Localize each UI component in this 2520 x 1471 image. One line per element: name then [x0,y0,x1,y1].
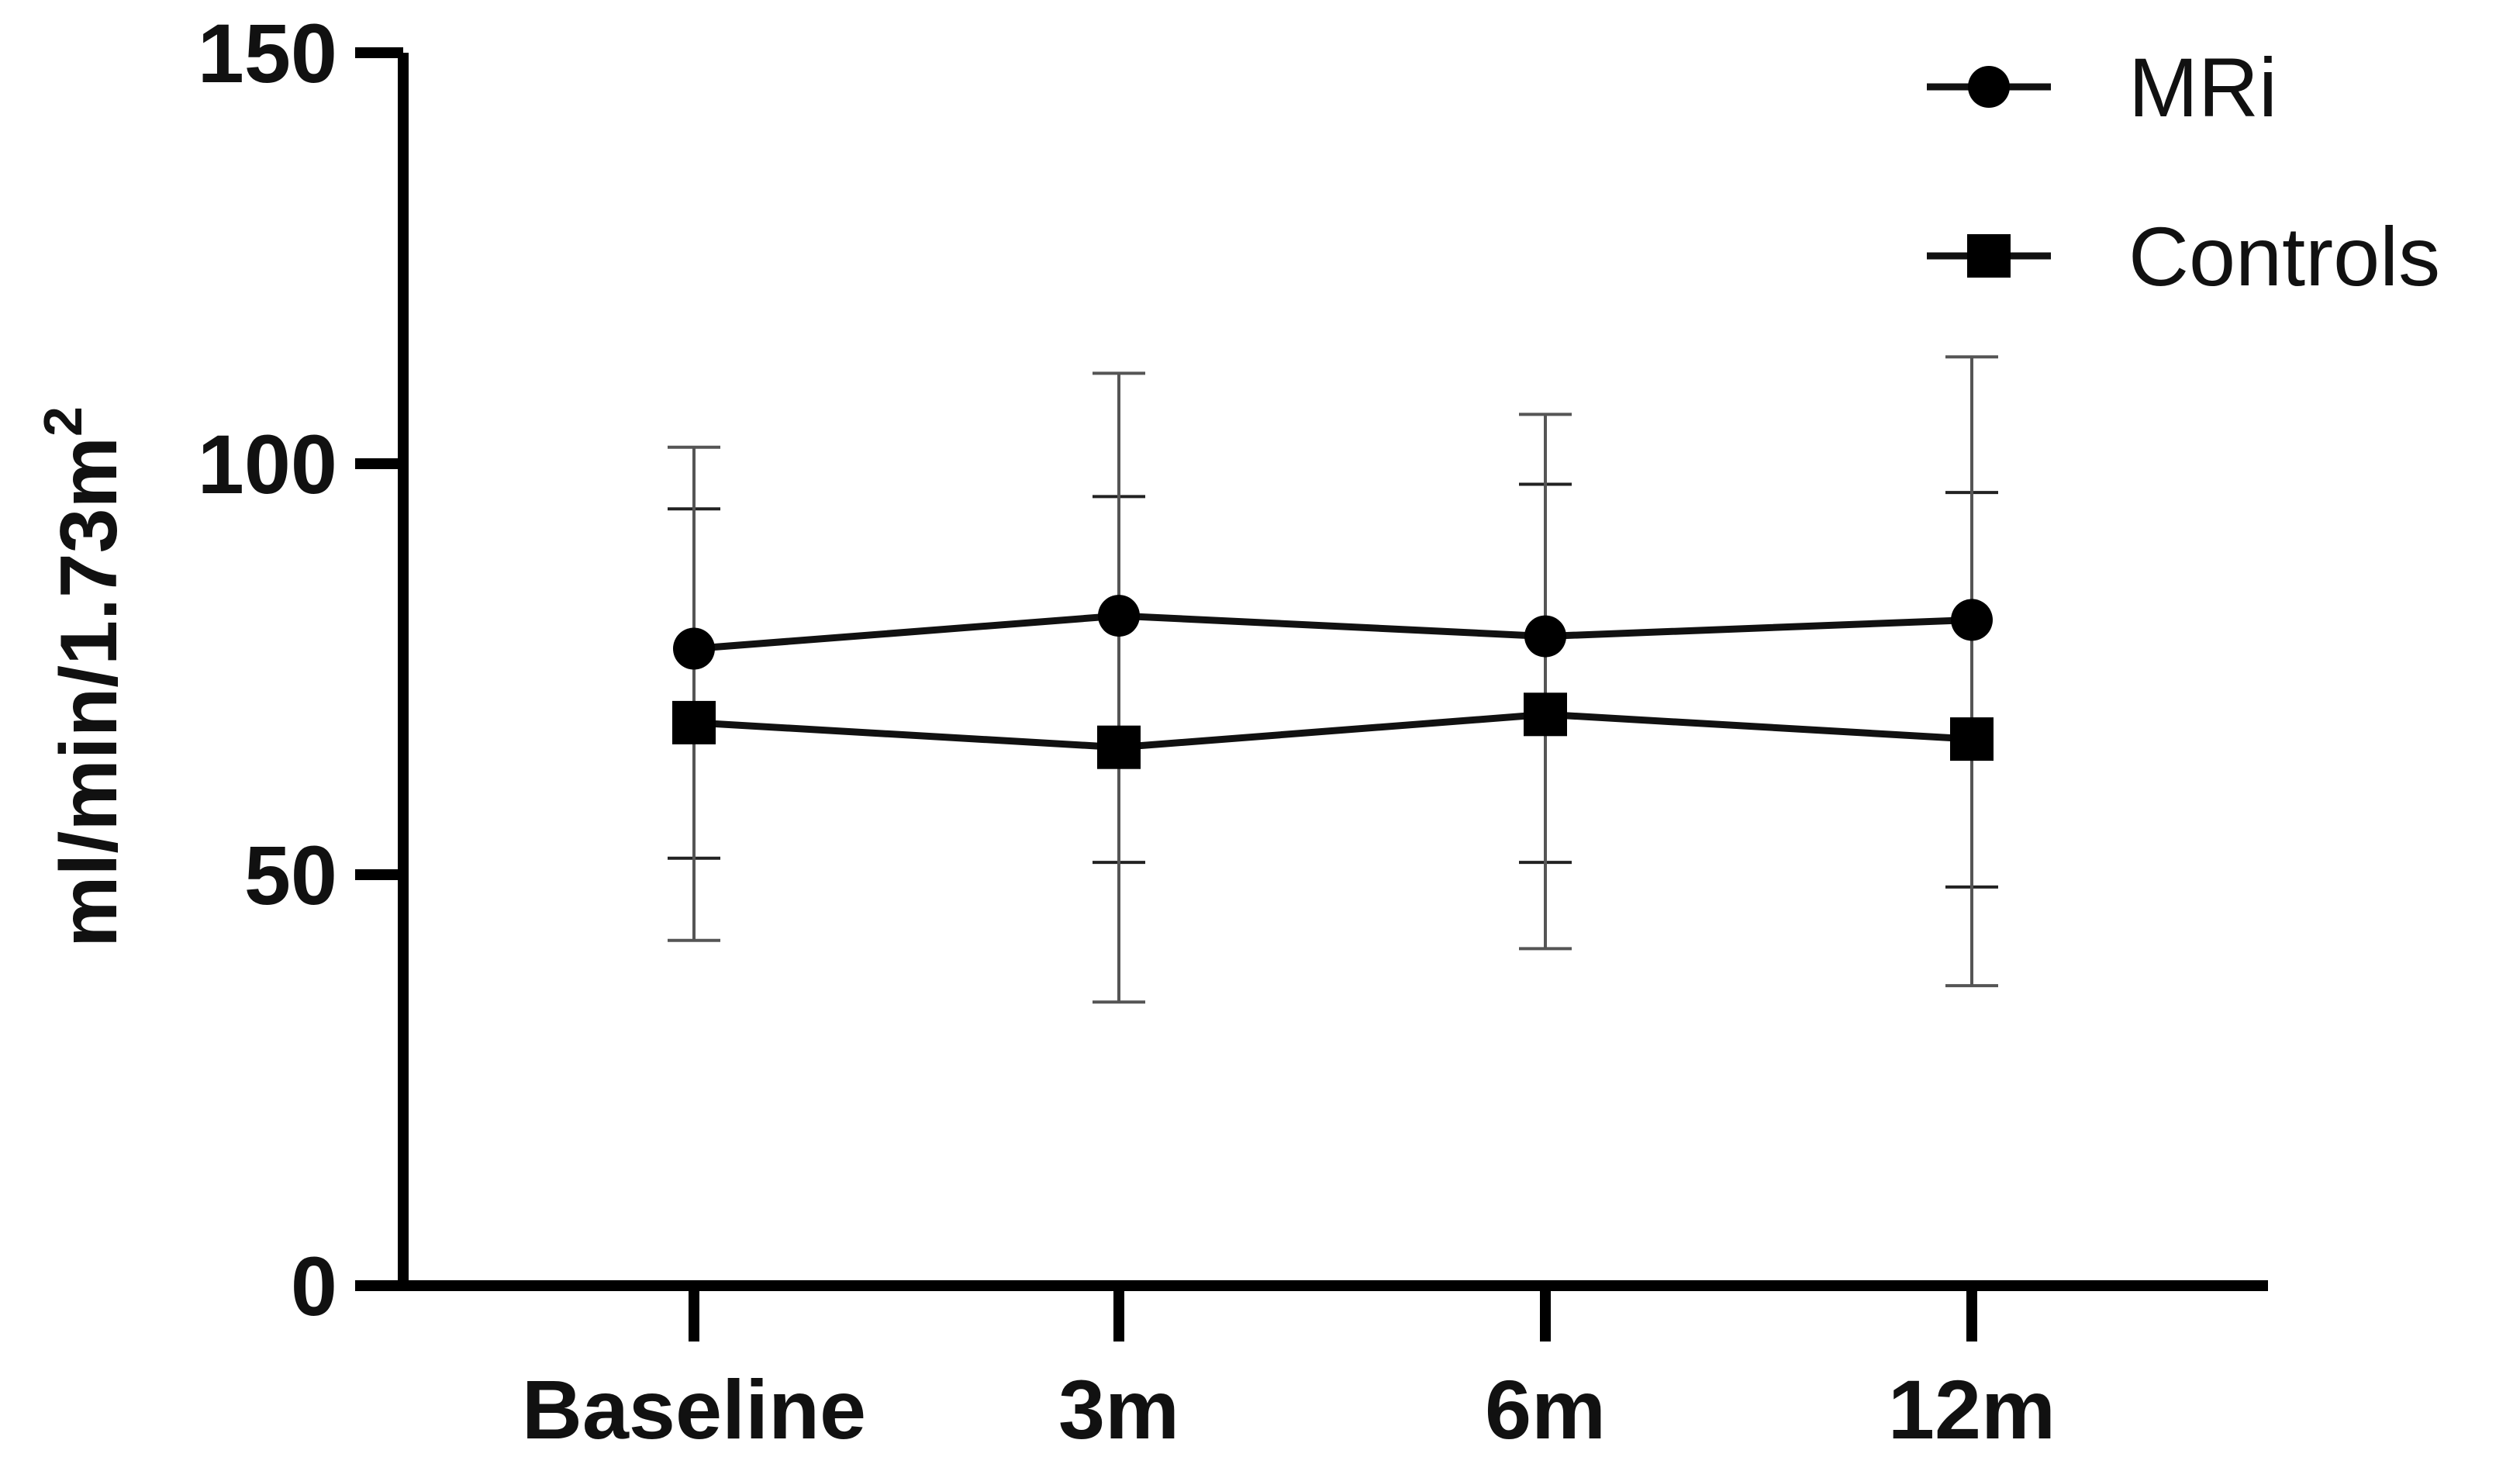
y-axis-label: ml/min/1.73m2 [33,406,134,948]
legend-marker-square [1967,234,2011,278]
mri-point [1951,599,1993,641]
series-line-mri [693,612,1973,652]
legend: MRi Controls [1927,40,2440,303]
controls-point [1524,692,1567,737]
y-axis-label-superscript: 2 [33,406,93,437]
y-axis-label-text: ml/min/1.73m [44,437,134,948]
controls-point [672,700,716,744]
mri-point [1098,595,1140,637]
x-ticks: Baseline 3m 6m 12m [522,1286,2056,1456]
axes [398,53,2268,1291]
y-tick-label: 50 [244,828,337,922]
x-tick-label: 12m [1888,1362,2056,1456]
controls-point [1097,725,1141,769]
legend-label: Controls [2128,209,2440,303]
error-bars [668,355,1998,1004]
y-tick-label: 150 [198,6,337,100]
y-tick-label: 0 [291,1239,337,1333]
x-tick-label: 3m [1058,1362,1179,1456]
x-tick-label: 6m [1485,1362,1606,1456]
y-tick-label: 100 [198,417,337,511]
legend-label: MRi [2128,40,2277,134]
legend-marker-circle [1968,66,2010,108]
controls-point [1950,717,1994,761]
mri-point [673,627,715,670]
series-markers [672,595,1994,769]
mri-point [1524,615,1566,658]
series-line-controls [693,710,1973,751]
x-tick-label: Baseline [522,1362,866,1456]
series-lines [693,612,1973,751]
y-ticks: 0 50 100 150 [198,6,403,1333]
